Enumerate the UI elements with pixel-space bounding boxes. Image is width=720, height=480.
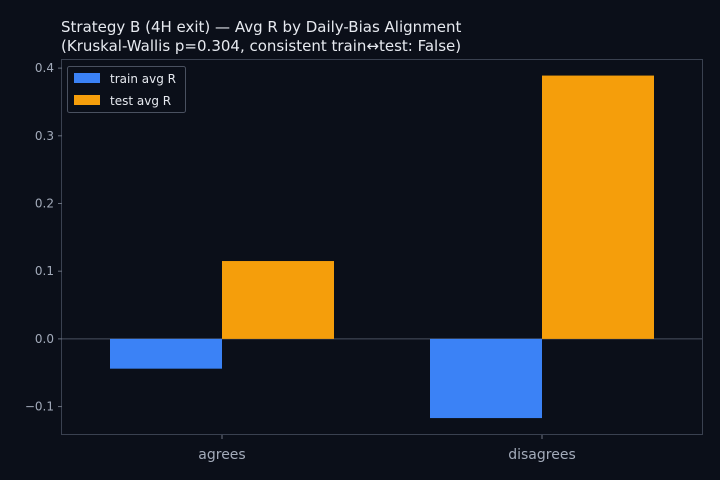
y-tick-label: 0.3 — [35, 129, 54, 143]
plot-frame — [61, 59, 703, 435]
bar-train-disagrees — [430, 338, 542, 419]
legend-label-train: train avg R — [110, 72, 176, 86]
legend-swatch-test — [74, 95, 100, 105]
chart-subtitle: (Kruskal-Wallis p=0.304, consistent trai… — [61, 37, 461, 55]
bar-test-disagrees — [542, 75, 654, 339]
y-tick-label: 0.2 — [35, 197, 54, 211]
y-axis: −0.1 0.0 0.1 0.2 0.3 0.4 — [25, 61, 62, 414]
bar-test-agrees — [222, 261, 334, 339]
bar-train-agrees — [110, 338, 222, 369]
x-category-label: agrees — [198, 447, 245, 463]
legend: train avg R test avg R — [67, 66, 186, 113]
y-tick-label: −0.1 — [25, 400, 54, 414]
legend-swatch-train — [74, 73, 100, 83]
y-tick-label: 0.1 — [35, 264, 54, 278]
legend-label-test: test avg R — [110, 94, 171, 108]
bars — [110, 75, 654, 419]
x-axis: agrees disagrees — [198, 435, 576, 463]
x-category-label: disagrees — [508, 447, 576, 463]
chart-title: Strategy B (4H exit) — Avg R by Daily-Bi… — [61, 18, 461, 36]
y-tick-label: 0.0 — [35, 332, 54, 346]
y-tick-label: 0.4 — [35, 61, 54, 75]
